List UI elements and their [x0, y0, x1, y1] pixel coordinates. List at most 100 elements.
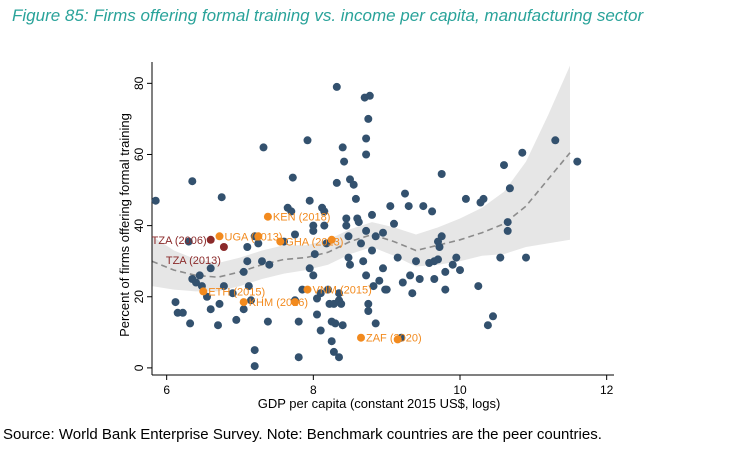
benchmark-point — [357, 333, 365, 342]
peer-point — [357, 239, 365, 248]
y-tick-label: 20 — [132, 290, 146, 304]
peer-point — [344, 232, 353, 241]
peer-point — [437, 232, 446, 241]
peer-point — [435, 243, 444, 251]
peer-point — [503, 218, 512, 227]
point-annotation: ETH (2015) — [208, 286, 265, 298]
peer-point — [379, 264, 387, 273]
peer-point — [489, 312, 497, 321]
peer-point — [406, 271, 415, 280]
point-annotation: ZAF (2020) — [366, 333, 422, 345]
peer-point — [404, 202, 413, 211]
peer-point — [441, 267, 450, 276]
peer-point — [401, 189, 409, 198]
peer-point — [258, 257, 266, 266]
peer-point — [390, 219, 398, 228]
peer-point — [316, 289, 325, 298]
source-note: Source: World Bank Enterprise Survey. No… — [3, 426, 602, 443]
peer-point — [382, 285, 391, 294]
peer-point — [338, 321, 347, 330]
peer-point — [259, 143, 268, 152]
peer-point — [419, 202, 428, 211]
peer-point — [337, 299, 346, 308]
peer-point — [232, 315, 241, 324]
peer-point — [456, 266, 464, 275]
peer-point — [362, 226, 371, 235]
point-annotation: UGA (2013) — [225, 231, 283, 243]
peer-point — [195, 271, 204, 280]
peer-point — [369, 282, 378, 291]
peer-point — [243, 257, 252, 266]
y-tick-label: 80 — [132, 76, 146, 90]
peer-point — [437, 170, 446, 178]
peer-point — [359, 257, 368, 266]
peer-point — [335, 353, 343, 362]
peer-point — [287, 207, 296, 216]
peer-point — [461, 194, 470, 203]
confidence-band — [152, 65, 570, 292]
peer-point — [206, 264, 215, 273]
peer-point — [217, 193, 226, 202]
peer-point — [364, 299, 373, 308]
annotation-layer: KEN (2018) UGA (2013) GHA (2013) ETH (2015)… — [152, 212, 422, 345]
peer-point — [250, 362, 259, 371]
peer-point — [573, 157, 582, 166]
peer-point — [354, 218, 363, 227]
peer-point — [265, 260, 274, 269]
peer-point — [215, 299, 224, 308]
peer-point — [332, 178, 341, 187]
peer-point — [340, 157, 349, 166]
peer-point — [305, 196, 314, 205]
peer-point — [247, 296, 255, 305]
peer-point — [291, 230, 299, 239]
peer-point — [188, 177, 197, 186]
y-tick-label: 0 — [132, 364, 146, 371]
x-tick-label: 12 — [600, 383, 614, 397]
peer-point — [192, 278, 200, 287]
peer-point — [500, 161, 508, 170]
benchmark-point — [276, 237, 285, 246]
peer-point — [503, 226, 512, 235]
peer-point — [186, 319, 195, 328]
x-axis-label: GDP per capita (constant 2015 US$, logs) — [258, 396, 501, 411]
peer-point — [346, 260, 354, 269]
peer-point — [171, 298, 180, 307]
peer-point — [551, 136, 560, 145]
y-tick-label: 40 — [132, 219, 146, 233]
benchmark-point — [263, 212, 272, 221]
point-annotation: GHA (2013) — [285, 237, 343, 249]
focus-point — [206, 235, 215, 244]
peer-point — [362, 134, 371, 143]
point-annotation: KHM (2016) — [249, 297, 308, 309]
peer-point — [479, 194, 488, 203]
peer-point — [362, 150, 371, 159]
peer-point — [368, 210, 376, 219]
peer-point — [309, 271, 318, 280]
peer-point — [375, 276, 384, 285]
point-annotation: KEN (2018) — [273, 212, 330, 224]
peer-point — [364, 307, 373, 315]
peer-point — [398, 278, 407, 287]
peer-point — [288, 173, 297, 182]
peer-point — [184, 237, 193, 246]
x-tick-label: 10 — [453, 383, 467, 397]
peer-point — [178, 308, 187, 317]
peer-point — [393, 253, 402, 262]
axes-layer: 6 8 10 12 0 20 40 60 80 — [132, 62, 614, 397]
benchmark-point — [254, 232, 263, 241]
peer-point — [496, 253, 505, 262]
benchmark-point — [327, 235, 336, 244]
peer-point — [305, 264, 314, 273]
peer-point — [324, 285, 332, 294]
peer-point — [522, 253, 530, 262]
peer-point — [244, 282, 253, 291]
peer-point — [448, 260, 457, 269]
peer-point — [412, 257, 420, 266]
peer-point — [294, 317, 303, 326]
peer-point — [206, 305, 215, 314]
peer-point — [254, 239, 263, 248]
peer-point — [342, 221, 351, 230]
figure-title: Figure 85: Firms offering formal trainin… — [12, 6, 644, 25]
peer-point — [518, 148, 527, 157]
